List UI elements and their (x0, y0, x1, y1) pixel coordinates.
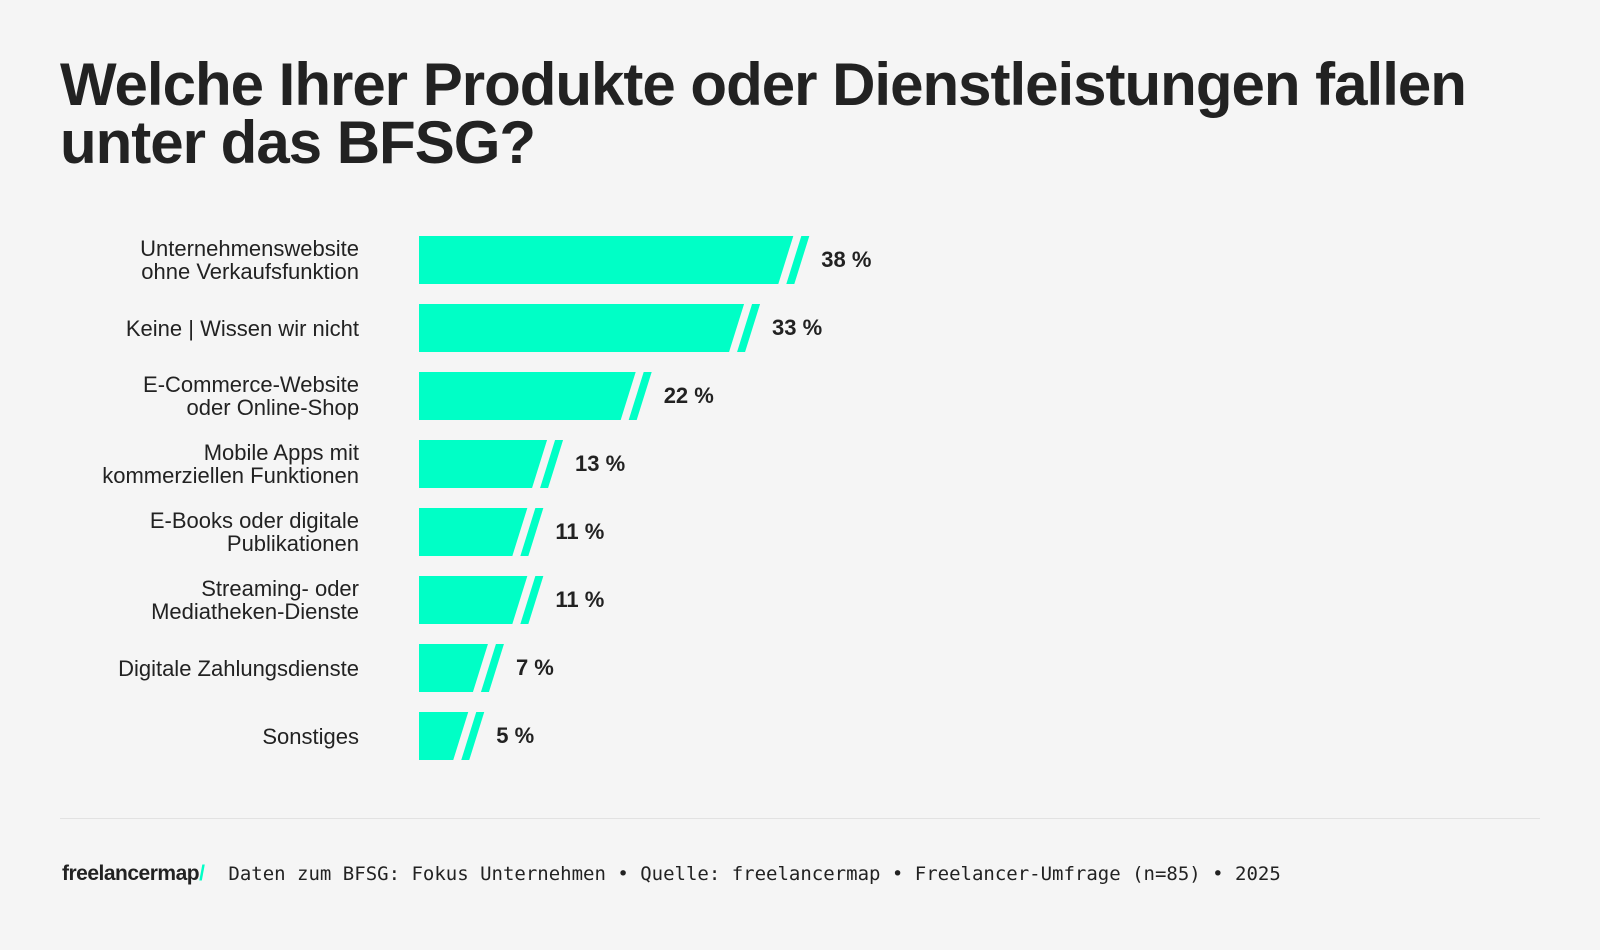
bar-row: Mobile Apps mit kommerziellen Funktionen… (0, 440, 1600, 488)
category-label: Sonstiges (262, 723, 359, 749)
bar-row: Keine | Wissen wir nicht 33 % (0, 304, 1600, 352)
bar-end-stripe (461, 712, 485, 760)
bar-row: Sonstiges 5 % (0, 712, 1600, 760)
footer: freelancermap/ Daten zum BFSG: Fokus Unt… (62, 862, 1281, 886)
category-label: Mobile Apps mit kommerziellen Funktionen (102, 440, 359, 488)
value-label: 11 % (555, 587, 605, 612)
bar-fill (419, 508, 528, 556)
bar (419, 236, 810, 284)
bar-fill (419, 304, 745, 352)
value-label: 13 % (575, 451, 626, 476)
logo-text: freelancermap (62, 862, 200, 885)
value-label: 5 % (496, 723, 535, 748)
value-label: 22 % (663, 383, 714, 408)
bar-row: E-Books oder digitale Publikationen 11 % (0, 508, 1600, 556)
source-note: Daten zum BFSG: Fokus Unternehmen • Quel… (228, 863, 1281, 885)
bar-end-stripe (628, 372, 652, 420)
category-label: E-Books oder digitale Publikationen (149, 508, 359, 556)
category-label: Streaming- oder Mediatheken-Dienste (151, 576, 359, 624)
bar-fill (419, 712, 469, 760)
value-label: 33 % (772, 315, 823, 340)
bar-fill (419, 440, 548, 488)
bar-fill (419, 576, 528, 624)
bar (419, 712, 485, 760)
category-label: Keine | Wissen wir nicht (125, 315, 359, 341)
bar (419, 304, 761, 352)
bar-end-stripe (737, 304, 761, 352)
value-label: 7 % (515, 655, 554, 680)
bar-row: Streaming- oder Mediatheken-Dienste 11 % (0, 576, 1600, 624)
bar-row: Unternehmenswebsite ohne Verkaufsfunktio… (0, 236, 1600, 284)
value-label: 38 % (821, 247, 872, 272)
value-label: 11 % (555, 519, 605, 544)
bar (419, 644, 504, 692)
bar-end-stripe (520, 508, 544, 556)
divider (60, 818, 1540, 819)
bar-end-stripe (480, 644, 504, 692)
bar-chart: Unternehmenswebsite ohne Verkaufsfunktio… (0, 236, 1600, 760)
bar-end-stripe (540, 440, 564, 488)
freelancermap-logo: freelancermap/ (62, 862, 205, 886)
bar-row: E-Commerce-Website oder Online-Shop 22 % (0, 372, 1600, 420)
logo-slash: / (199, 862, 205, 885)
bar-fill (419, 236, 794, 284)
bar (419, 440, 564, 488)
bar-row: Digitale Zahlungsdienste 7 % (0, 644, 1600, 692)
chart-title: Welche Ihrer Produkte oder Dienstleistun… (60, 51, 1467, 176)
bar-fill (419, 644, 488, 692)
category-label: E-Commerce-Website oder Online-Shop (143, 372, 359, 420)
category-label: Digitale Zahlungsdienste (118, 655, 359, 681)
category-label: Unternehmenswebsite ohne Verkaufsfunktio… (140, 236, 359, 284)
bar (419, 576, 544, 624)
bar (419, 508, 544, 556)
bar-end-stripe (520, 576, 544, 624)
bar-fill (419, 372, 636, 420)
bar (419, 372, 652, 420)
bar-end-stripe (786, 236, 810, 284)
